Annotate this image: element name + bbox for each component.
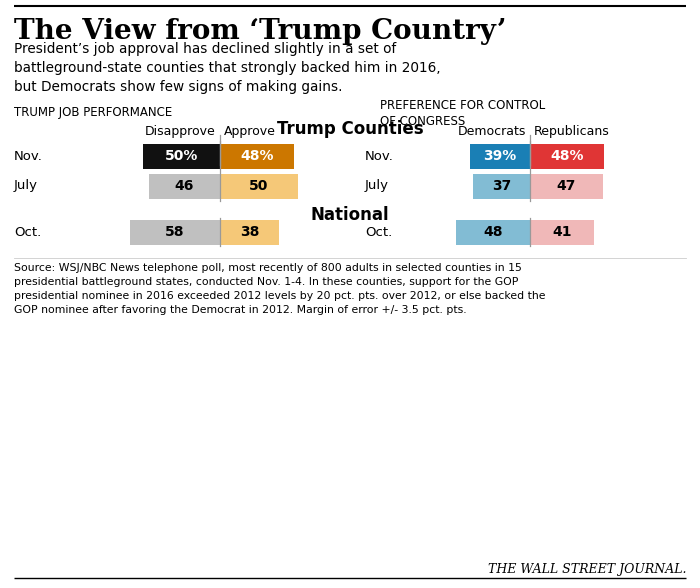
Text: 37: 37	[491, 179, 511, 193]
Text: Nov.: Nov.	[365, 149, 394, 162]
Text: 50%: 50%	[164, 149, 198, 163]
Text: National: National	[311, 206, 389, 224]
Bar	[130, 219, 220, 245]
Text: July: July	[365, 179, 389, 192]
Text: Republicans: Republicans	[534, 125, 610, 138]
Text: 41: 41	[552, 225, 571, 239]
Text: The View from ‘Trump Country’: The View from ‘Trump Country’	[14, 18, 507, 45]
Text: 47: 47	[556, 179, 576, 193]
Bar	[220, 219, 279, 245]
Text: 46: 46	[175, 179, 194, 193]
Bar	[470, 143, 530, 169]
Bar	[530, 173, 603, 199]
Text: Oct.: Oct.	[14, 226, 41, 239]
Text: THE WALL STREET JOURNAL.: THE WALL STREET JOURNAL.	[487, 563, 686, 576]
Text: PREFERENCE FOR CONTROL
OF CONGRESS: PREFERENCE FOR CONTROL OF CONGRESS	[380, 99, 545, 128]
Text: President’s job approval has declined slightly in a set of
battleground-state co: President’s job approval has declined sl…	[14, 42, 440, 94]
Text: 48%: 48%	[550, 149, 584, 163]
Bar	[456, 219, 530, 245]
Bar	[220, 173, 298, 199]
Text: Oct.: Oct.	[365, 226, 392, 239]
Text: 58: 58	[165, 225, 185, 239]
Text: 48: 48	[483, 225, 503, 239]
Text: TRUMP JOB PERFORMANCE: TRUMP JOB PERFORMANCE	[14, 106, 172, 119]
Bar	[530, 143, 604, 169]
Bar	[220, 143, 295, 169]
Text: Approve: Approve	[224, 125, 276, 138]
Text: 39%: 39%	[483, 149, 517, 163]
Bar	[148, 173, 220, 199]
Text: Democrats: Democrats	[458, 125, 526, 138]
Bar	[143, 143, 220, 169]
Bar	[473, 173, 530, 199]
Text: 50: 50	[249, 179, 268, 193]
Text: Source: WSJ/NBC News telephone poll, most recently of 800 adults in selected cou: Source: WSJ/NBC News telephone poll, mos…	[14, 263, 545, 315]
Text: 38: 38	[240, 225, 259, 239]
Text: Disapprove: Disapprove	[146, 125, 216, 138]
Text: July: July	[14, 179, 38, 192]
Bar	[530, 219, 594, 245]
Text: 48%: 48%	[241, 149, 274, 163]
Text: Nov.: Nov.	[14, 149, 43, 162]
Text: Trump Counties: Trump Counties	[276, 120, 424, 138]
